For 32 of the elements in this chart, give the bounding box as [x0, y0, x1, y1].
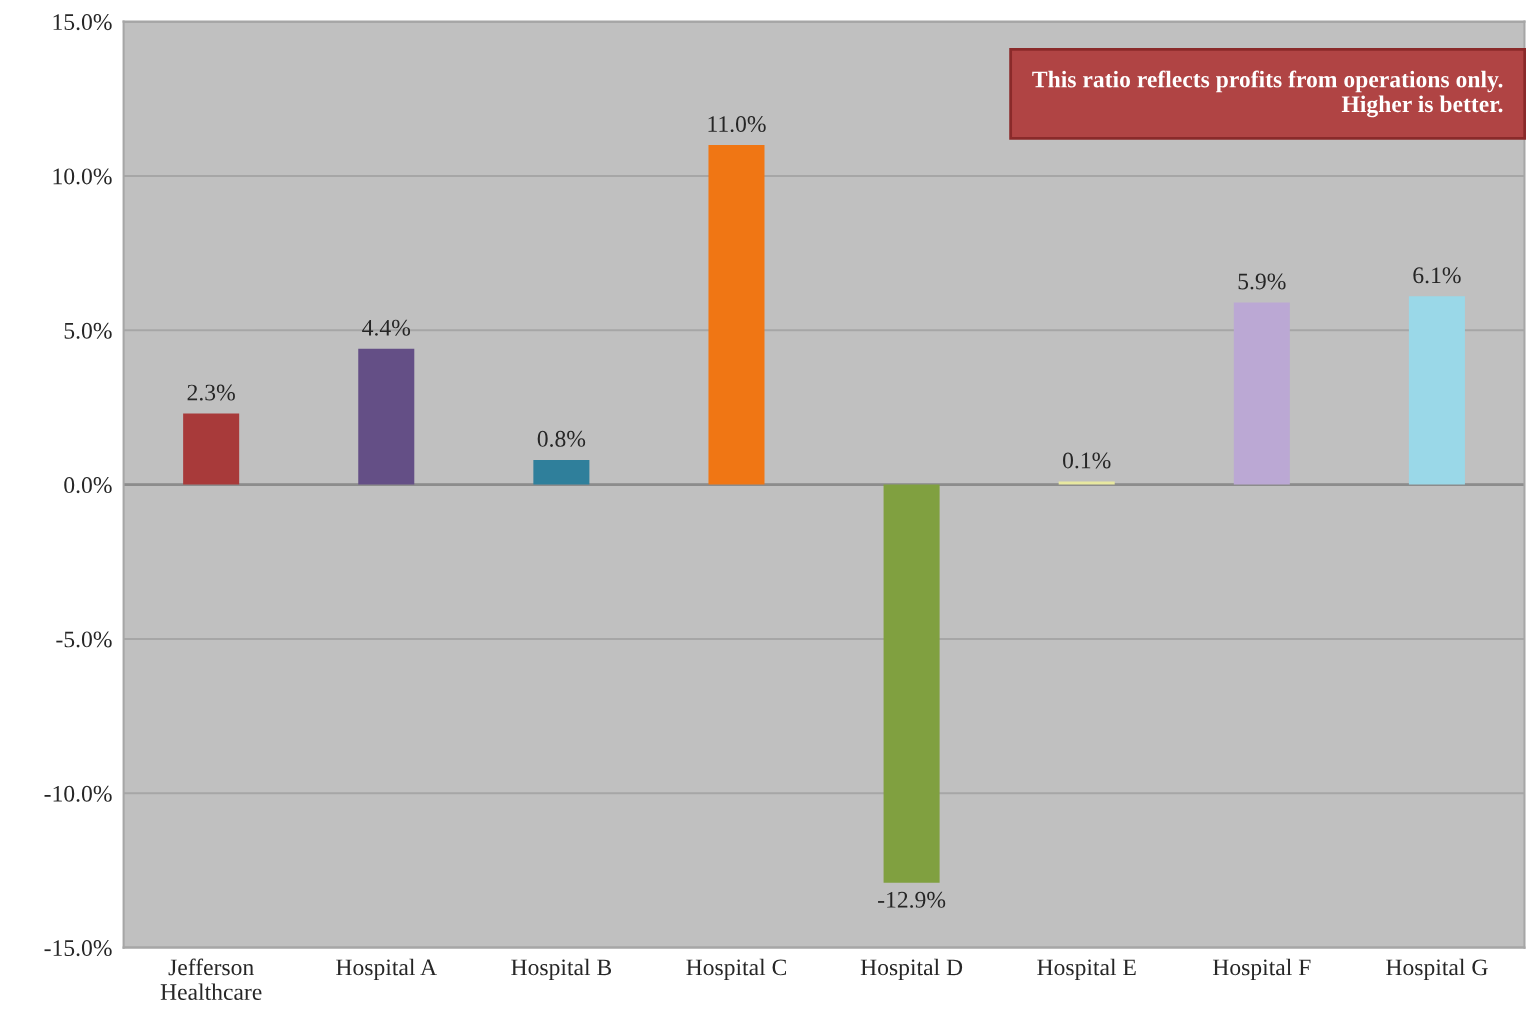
y-tick-label: -10.0% [44, 785, 112, 802]
data-label: 0.8% [537, 430, 586, 447]
data-label: 2.3% [187, 384, 235, 401]
bar [1233, 302, 1290, 485]
data-label: 0.1% [1063, 452, 1111, 469]
x-tick-label: Hospital F [1212, 958, 1311, 981]
y-tick-label: -15.0% [44, 940, 112, 957]
bar [533, 459, 590, 485]
data-label: -12.9% [878, 891, 946, 908]
data-label: 5.9% [1238, 273, 1286, 290]
x-tick-label: Jefferson Healthcare [160, 958, 262, 1001]
data-label: 4.4% [362, 319, 411, 336]
x-tick-label: Hospital B [511, 958, 612, 981]
data-label: 11.0% [708, 116, 766, 133]
x-tick-label: Hospital A [336, 958, 437, 981]
bar [358, 348, 415, 485]
bar [708, 145, 765, 485]
data-label: 6.1% [1413, 267, 1461, 284]
bar [883, 484, 940, 883]
bar [1058, 481, 1115, 485]
x-tick-label: Hospital E [1037, 958, 1136, 981]
y-tick-label: 10.0% [53, 168, 112, 185]
x-tick-label: Hospital D [860, 958, 963, 981]
y-tick-label: 5.0% [64, 322, 112, 339]
y-tick-label: 0.0% [64, 477, 112, 494]
bar [1408, 296, 1465, 485]
y-tick-label: 15.0% [53, 14, 112, 31]
x-tick-label: Hospital C [686, 958, 787, 981]
annotation: This ratio reflects profits from operations only. Higher is better. [1032, 70, 1503, 118]
y-tick-label: -5.0% [56, 631, 112, 648]
x-tick-label: Hospital G [1386, 958, 1488, 981]
bar [183, 413, 240, 485]
